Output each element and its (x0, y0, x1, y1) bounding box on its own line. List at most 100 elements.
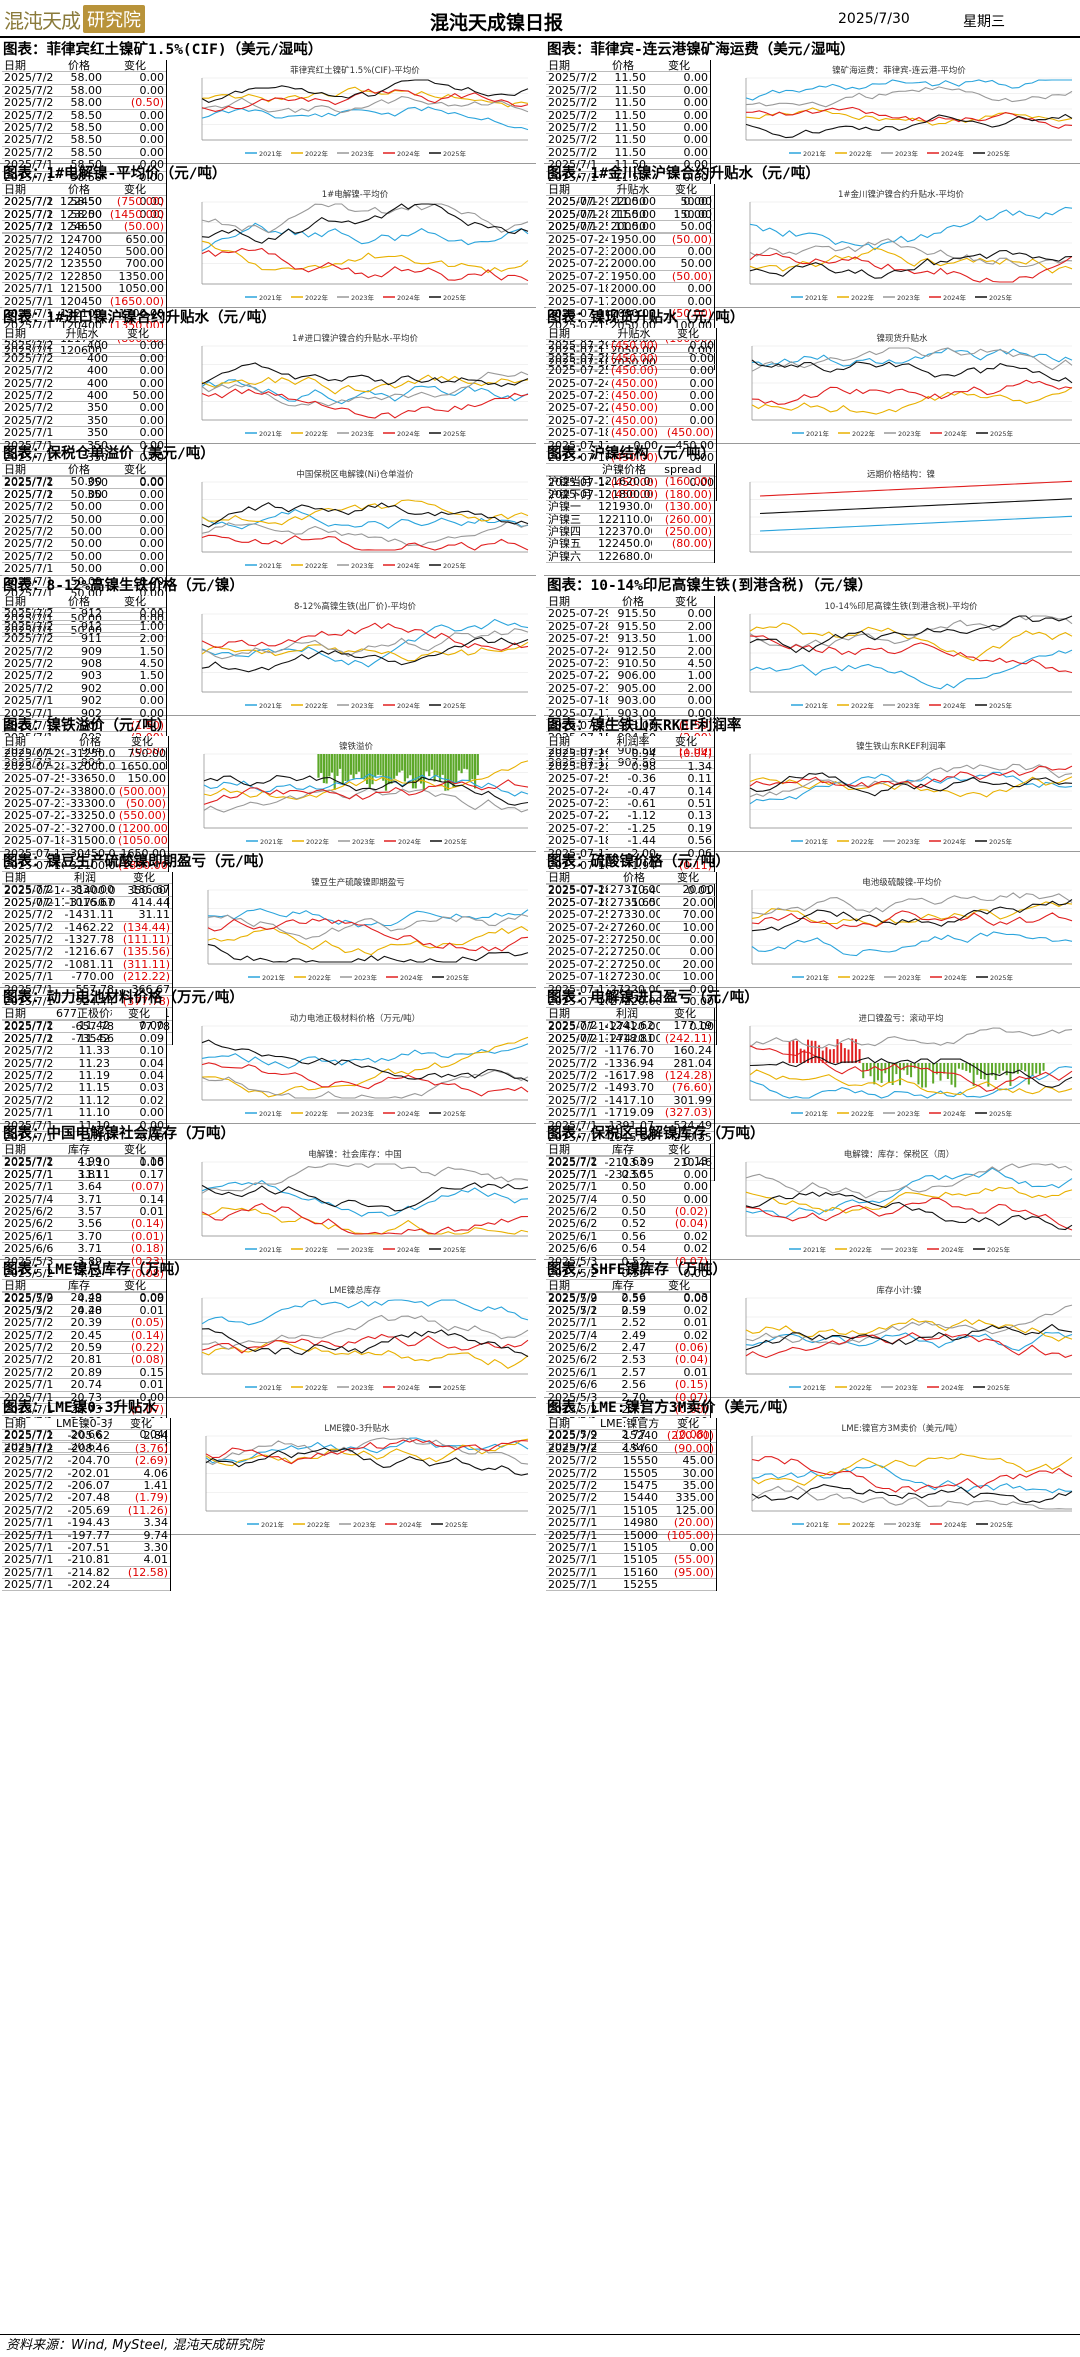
table-cell: (1200.00) (118, 822, 168, 835)
table-cell: 2025/7/23 (4, 389, 54, 402)
table-cell: 2025/7/29 (4, 196, 54, 208)
table-row: 2025/7/213500.00 (2, 415, 166, 428)
table-header: 日期 利润 变化 (546, 1008, 714, 1021)
table-header: 日期 价格 变化 (546, 872, 716, 885)
bar-mark (880, 1063, 883, 1083)
table-cell: 177.19 (673, 1020, 713, 1032)
table-cell: 121930.00 (598, 501, 652, 513)
table-row: 2025/7/221547535.00 (546, 1480, 716, 1493)
table-cell: 2025-07-28 (4, 760, 64, 773)
table-row: 2025/7/23-1617.98(124.28) (546, 1070, 714, 1083)
table-cell: -1417.10 (604, 1094, 654, 1107)
table-row: 2025/7/113.64(0.07) (2, 1181, 166, 1194)
bar-mark (840, 1043, 843, 1063)
table-row: 2025-07-18 (450.00) (450.00) (546, 427, 716, 440)
bar-mark (1035, 1063, 1038, 1074)
table-cell: 2025-07-11 (548, 345, 608, 357)
table-row: 2025/7/11904 (2, 757, 166, 770)
table-row: 2025/7/294000.00 (2, 340, 166, 353)
table-cell: (242.11) (664, 1032, 712, 1045)
table-cell: 沪镍当月 (548, 476, 592, 488)
table-cell: 2025/7/23 (4, 121, 54, 134)
table-row: 2025-07-14 906.50 (1.00) (546, 745, 714, 758)
table-cell: 2025/7/21 (4, 1504, 54, 1517)
table-row: 2025/6/202.53(0.04) (546, 1354, 710, 1367)
table-cell: 2025/7/15 (4, 1554, 54, 1566)
table-cell: 0.00 (687, 695, 713, 707)
table-cell: 0.14 (687, 785, 713, 797)
table-row: 2025/7/110.500.00 (546, 1181, 710, 1194)
column-header: 库存 (612, 1280, 634, 1292)
table-row: 2025/7/16900(1.50) (2, 720, 166, 733)
column-header: 价格 (622, 596, 644, 608)
table-cell: 58.50 (70, 196, 103, 208)
table-cell: 0.01 (139, 1304, 165, 1317)
chart-svg: 动力电池正极材料价格（万元/吨）2021年 2022年 2023年 2024年 2025… (201, 1013, 529, 1118)
table-cell: 2025/7/24 (4, 109, 54, 121)
bar-mark (902, 1063, 905, 1071)
table-cell: 0.00 (683, 121, 709, 134)
table-row: 2025-07-29 (450.00) 0.00 (546, 340, 716, 353)
table-cell: 366.67 (131, 983, 171, 995)
table-cell: 2025/7/14 (548, 1156, 598, 1169)
table-row: 2025/7/1620.73(0.07) (2, 1404, 166, 1417)
table-cell: 2025/7/15 (548, 196, 598, 208)
table-row: 2025/7/2111.500.00 (546, 147, 710, 160)
panel-title: 图表：菲律宾-连云港镍矿海运费（美元/湿吨） (547, 42, 855, 58)
bar-mark (1005, 1063, 1008, 1076)
table-cell: 0.00 (139, 488, 165, 501)
bar-mark (836, 1039, 839, 1063)
table-cell: 2025/7/17 (4, 575, 54, 587)
table-cell: -1016.67 (64, 896, 114, 909)
bar-mark (417, 754, 420, 780)
column-header: 沪镍价格 (602, 464, 646, 476)
chart-title: 8-12%高镍生铁(出厂价)-平均价 (294, 601, 417, 612)
chart-title: 动力电池正极材料价格（万元/吨） (290, 1013, 420, 1024)
legend-label: 2025年 (443, 561, 467, 570)
bar-mark (851, 1038, 854, 1063)
table-cell: 350 (87, 476, 108, 489)
table-cell: 500.00 (125, 245, 165, 258)
table-cell: 2025-07-23 (548, 389, 608, 402)
table-cell: 2025/7/29 (548, 72, 598, 84)
table-cell: 3.30 (143, 1541, 169, 1554)
bar-mark (374, 754, 377, 777)
chart-title: 电解镍：社会库存：中国 (308, 1149, 402, 1160)
legend-label: 2024年 (397, 293, 421, 302)
table-cell: 11.42 (78, 1032, 111, 1045)
series-line (751, 359, 1073, 384)
table-row: 2025/7/179020.00 (2, 708, 166, 720)
bar-mark (921, 1063, 924, 1088)
table-cell: 2025/7/11 (548, 1181, 598, 1193)
table-row: 2025/6/203.56(0.14) (2, 1218, 166, 1231)
table-row: 2025/7/23124050500.00 (2, 245, 166, 259)
table-row: 2025/7/2858.000.00 (2, 85, 166, 98)
table-cell: -207.48 (67, 1492, 110, 1504)
series-line (201, 628, 529, 660)
table-cell: 0.00 (139, 501, 165, 513)
table-cell: 58.50 (70, 159, 103, 171)
legend-label: 2021年 (259, 1383, 283, 1392)
legend-label: 2023年 (351, 293, 375, 302)
table-row: 2025/7/28123200(1450.00) (2, 209, 166, 222)
series-line (203, 779, 529, 805)
table-cell: (0.07) (130, 1181, 164, 1193)
panel-title: 图表：镍现货升贴水（元/吨） (547, 310, 745, 326)
chart-title: 远期价格结构：镍 (867, 469, 936, 480)
table-row: 2025-07-24 1950.00 (50.00) (546, 234, 714, 246)
table-cell: 0.00 (139, 575, 165, 587)
table-cell: 0.00 (139, 72, 165, 84)
table-cell: 0.00 (139, 1107, 165, 1119)
table-row: 2025/7/2458.500.00 (2, 110, 166, 122)
chart-title: 电池级硫酸镍-平均价 (862, 877, 942, 888)
table-cell: -202.24 (67, 1579, 110, 1591)
legend-label: 2022年 (851, 1109, 875, 1118)
table-cell: 11.42 (78, 1020, 111, 1032)
table-cell: 0.01 (687, 884, 713, 897)
table-cell: 2025/7/28 (4, 896, 54, 909)
table-cell: 2025/7/11 (4, 1181, 54, 1193)
